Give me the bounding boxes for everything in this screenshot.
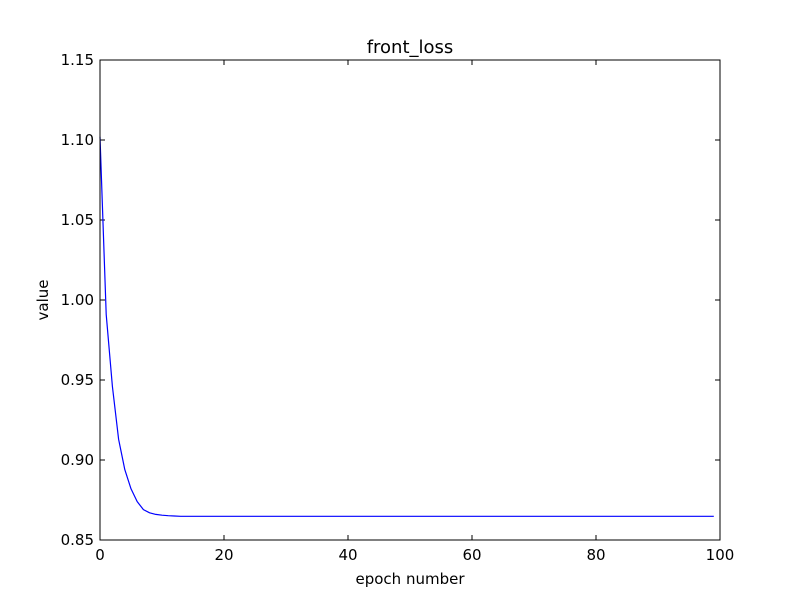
axis-ticks: 0 20 40 60 80 100 0.85 0.90 0.95 1.00 1.05 1.10 1.15 [61,51,735,564]
y-tick-label: 1.05 [61,211,94,229]
y-axis-label: value [34,280,52,321]
y-tick-label: 1.10 [61,131,94,149]
y-tick-label: 0.95 [61,371,94,389]
x-tick-label: 40 [338,546,357,564]
y-tick-label: 1.00 [61,291,94,309]
x-axis-label: epoch number [356,570,466,588]
x-tick-label: 60 [462,546,481,564]
series-line-0 [99,136,714,517]
series-group [99,136,714,517]
chart-title: front_loss [367,37,454,58]
x-tick-label: 0 [95,546,105,564]
x-tick-label: 100 [706,546,735,564]
plot-frame [99,59,721,541]
y-tick-label: 1.15 [61,51,94,69]
y-tick-label: 0.85 [61,531,94,549]
x-tick-label: 80 [586,546,605,564]
y-tick-label: 0.90 [61,451,94,469]
x-tick-label: 20 [214,546,233,564]
